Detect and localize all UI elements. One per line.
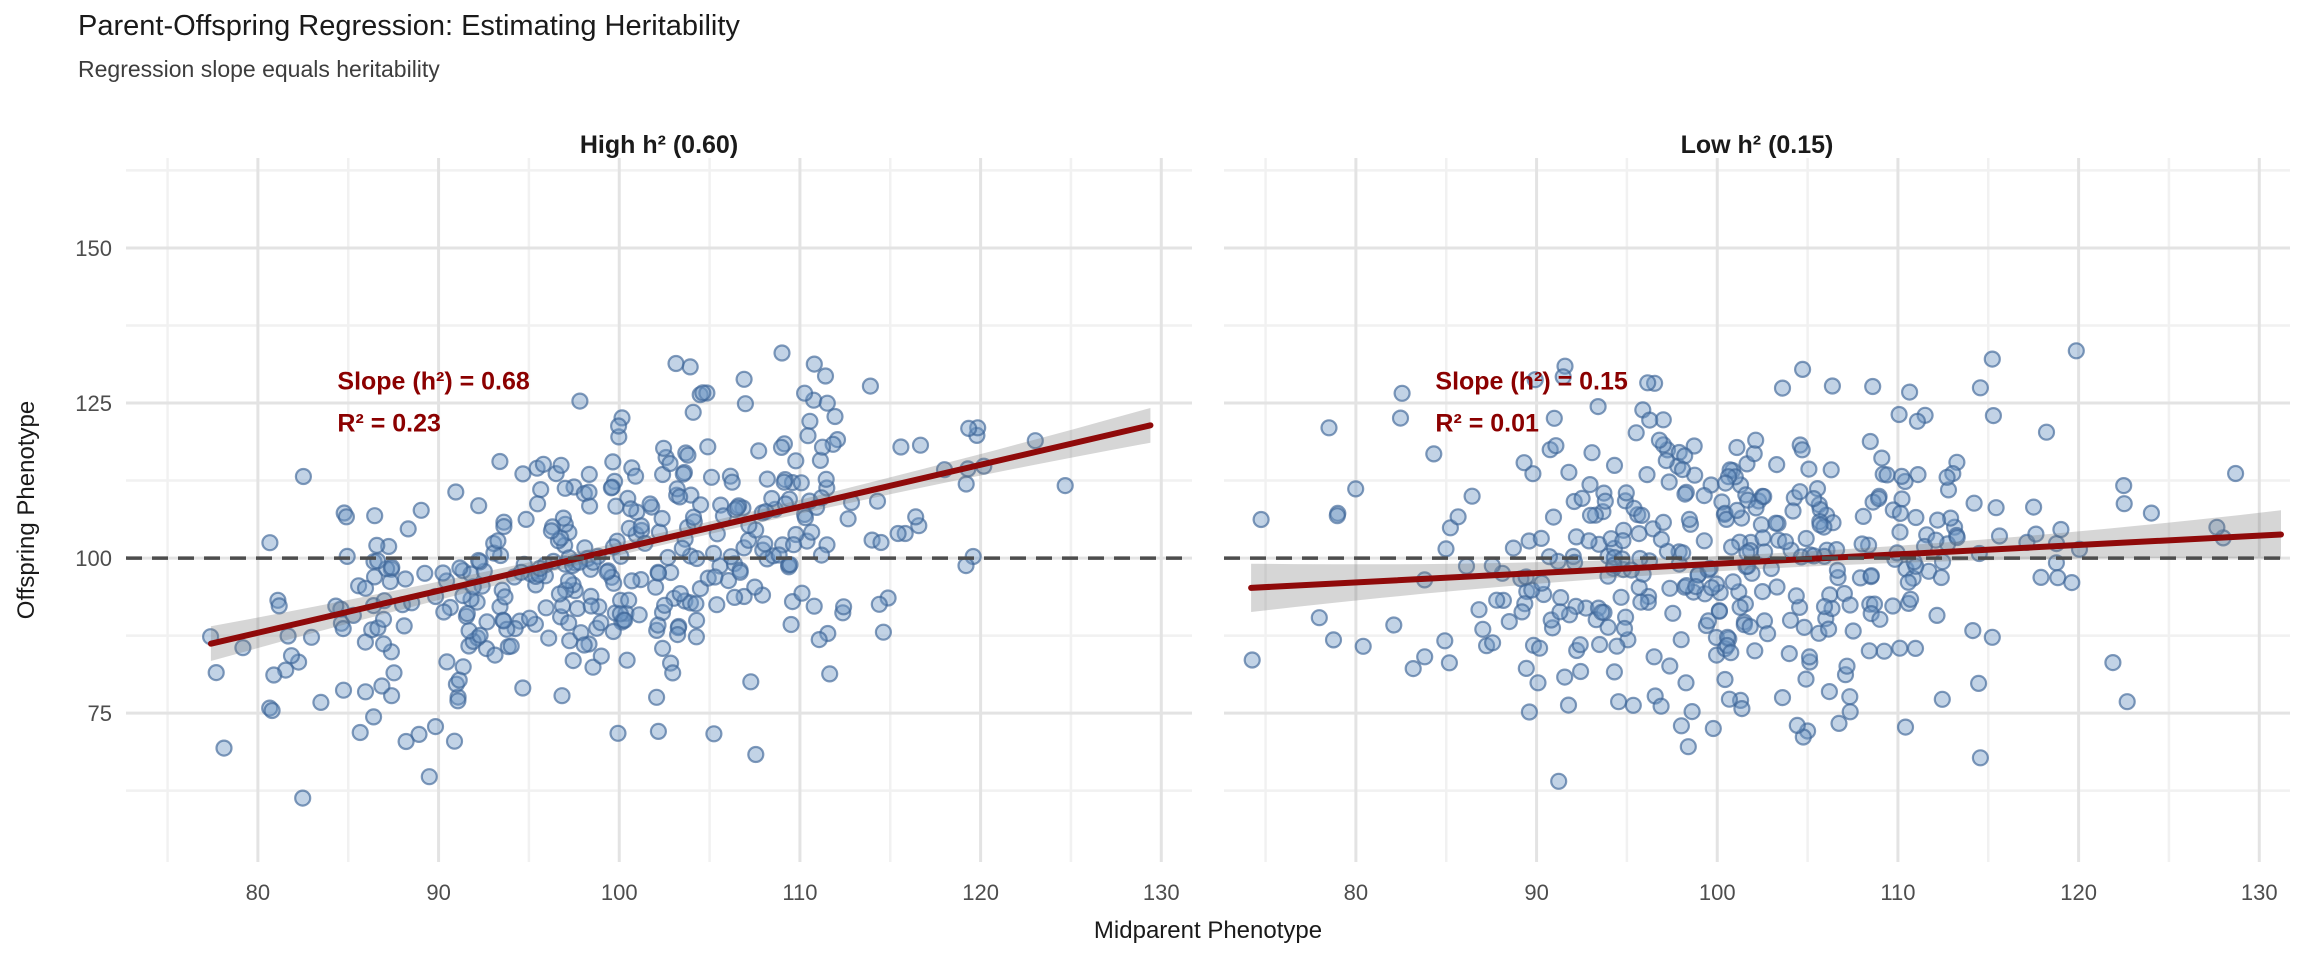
panel-title: High h² (0.60): [580, 131, 738, 159]
y-axis-title: Offspring Phenotype: [13, 401, 40, 619]
x-tick-label: 110: [782, 880, 817, 905]
x-tick-label: 130: [2241, 880, 2278, 905]
annotation-r2: R² = 0.01: [1435, 410, 1539, 438]
regression-line: [207, 422, 1154, 647]
x-tick-label: 80: [1344, 880, 1368, 905]
y-tick-label: 125: [75, 391, 112, 416]
x-tick-label: 120: [962, 880, 999, 905]
y-tick-label: 100: [75, 546, 112, 571]
x-tick-label: 90: [1524, 880, 1548, 905]
x-tick-label: 120: [2060, 880, 2097, 905]
y-tick-label: 75: [88, 701, 112, 726]
chart-title: Parent-Offspring Regression: Estimating …: [78, 10, 740, 42]
scatter-points: [1243, 342, 2245, 790]
annotation-slope: Slope (h²) = 0.68: [337, 367, 530, 395]
x-tick-label: 130: [1143, 880, 1180, 905]
panel-title: Low h² (0.15): [1681, 131, 1834, 159]
annotation-r2: R² = 0.23: [337, 410, 441, 438]
annotation-slope: Slope (h²) = 0.15: [1435, 367, 1628, 395]
regression-line: [1248, 531, 2284, 591]
x-tick-label: 100: [1699, 880, 1736, 905]
chart-subtitle: Regression slope equals heritability: [78, 56, 440, 82]
x-tick-label: 80: [246, 880, 270, 905]
x-axis-title: Midparent Phenotype: [1094, 917, 1322, 944]
x-tick-label: 110: [1880, 880, 1915, 905]
y-tick-label: 150: [75, 236, 112, 261]
x-tick-label: 90: [426, 880, 450, 905]
x-tick-label: 100: [601, 880, 638, 905]
scatter-points: [202, 344, 1074, 807]
gridlines-minor: [1224, 158, 2290, 862]
